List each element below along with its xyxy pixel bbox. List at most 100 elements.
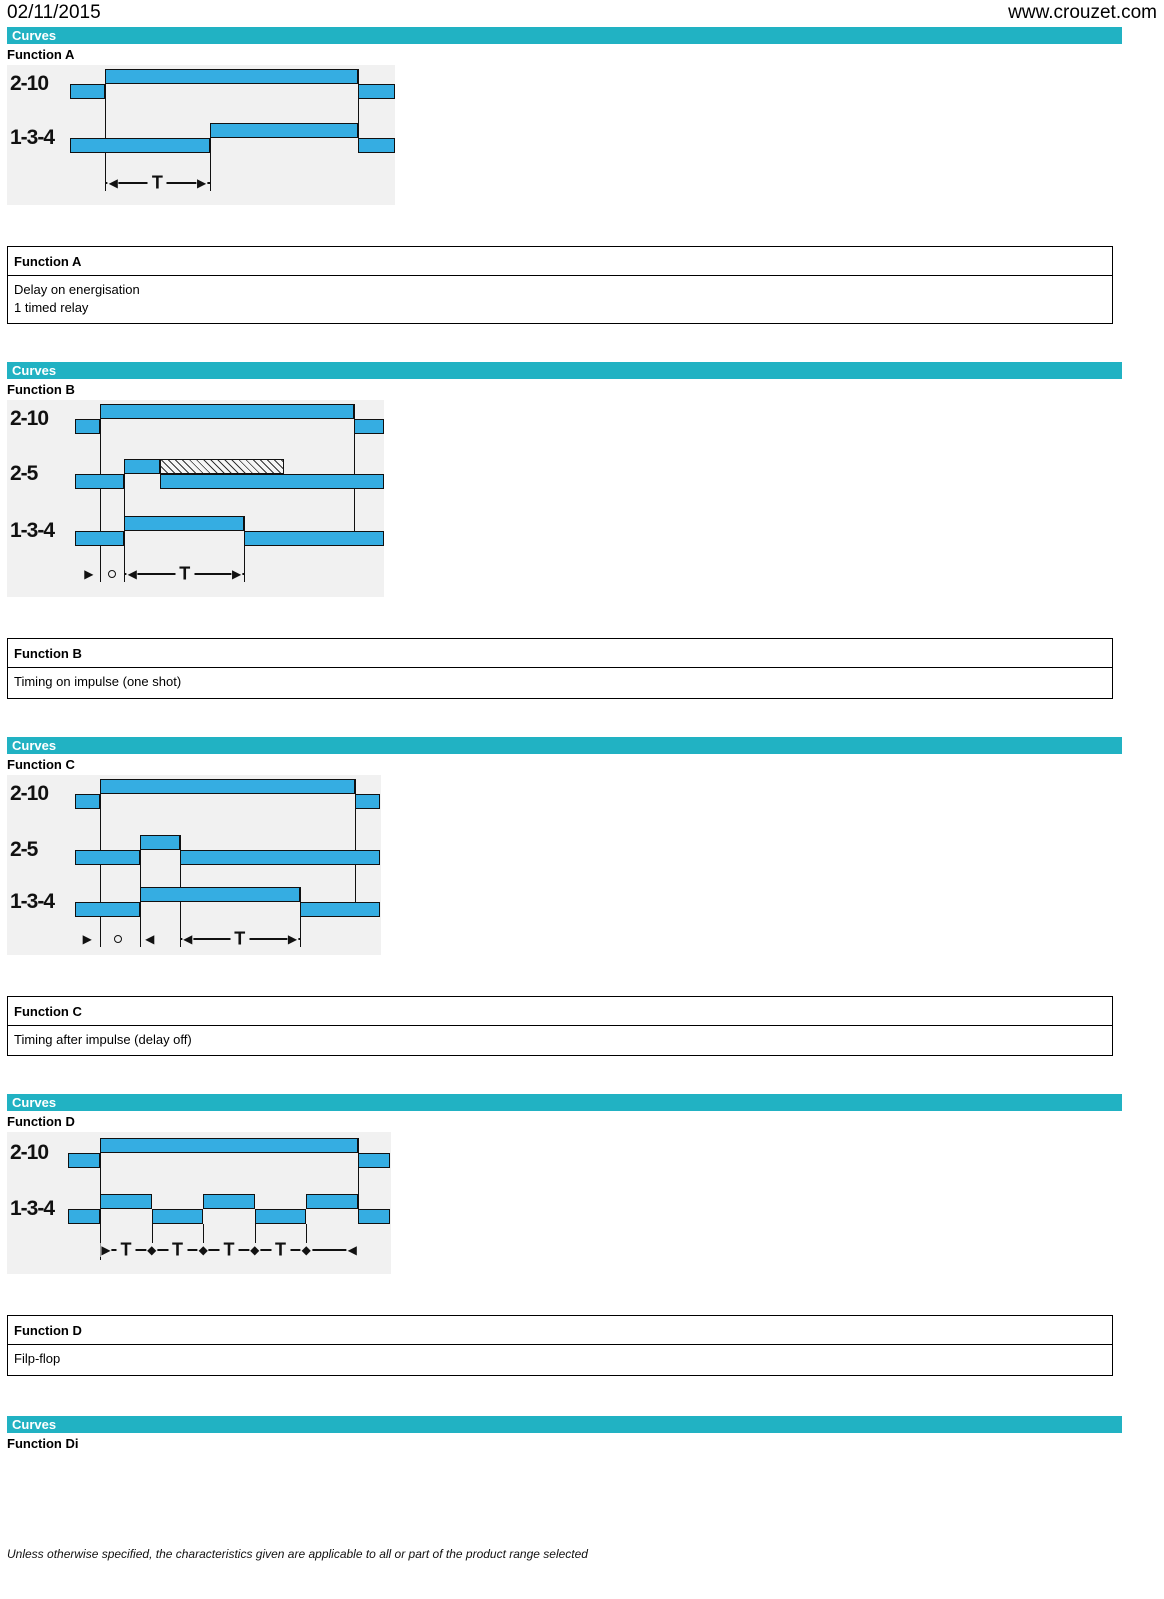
hatch-segment — [159, 459, 285, 475]
marker-arrow-icon: ▶ — [230, 567, 243, 582]
curves-section-a: Curves Function A 2-10 1-3-4 ◀ T ▶ Function … — [0, 27, 1164, 325]
signal-low-segment — [75, 793, 100, 809]
marker-t-label: T — [230, 928, 250, 947]
marker-arrow-icon: ▶ — [81, 931, 93, 946]
page-header: 02/11/2015 www.crouzet.com — [0, 0, 1164, 24]
marker-arrow-icon: ◀ — [182, 931, 194, 946]
function-d-timing-diagram: 2-10 1-3-4 ▶ T ◆ T ◆ T ◆ T ◆ ◀ — [7, 1132, 391, 1275]
curves-banner: Curves — [7, 1094, 1122, 1112]
curves-section-c: Curves Function C 2-10 2-5 1-3-4 ▶ ◀ ◀ T ▶ Func… — [0, 736, 1164, 1057]
function-b-timing-diagram: 2-10 2-5 1-3-4 ▶ ◀ T ▶ — [7, 400, 384, 598]
website-url: www.crouzet.com — [1008, 2, 1157, 23]
curves-banner: Curves — [7, 736, 1122, 754]
function-a-timing-diagram: 2-10 1-3-4 ◀ T ▶ — [7, 65, 395, 205]
signal-low-segment — [75, 419, 100, 435]
signal-high-segment — [124, 459, 160, 475]
event-line — [357, 69, 359, 153]
description-line: Delay on energisation — [14, 282, 140, 297]
function-d-label: Function D — [7, 1114, 75, 1130]
signal-low-segment — [357, 138, 395, 153]
function-table-description: Timing on impulse (one shot) — [8, 668, 1112, 698]
signal-high-segment — [306, 1194, 358, 1210]
marker-diamond-icon: ◆ — [300, 1243, 312, 1258]
function-di-label: Function Di — [7, 1435, 79, 1451]
signal-low-segment — [354, 419, 384, 435]
signal-label: 2-10 — [10, 407, 49, 431]
signal-high-segment — [209, 123, 358, 138]
marker-arrow-icon: ▶ — [83, 567, 95, 582]
signal-high-segment — [140, 886, 301, 902]
event-line — [306, 1224, 308, 1251]
function-b-label: Function B — [7, 382, 75, 398]
footer-note: Unless otherwise specified, the characte… — [7, 1547, 588, 1561]
event-line — [300, 886, 302, 947]
marker-arrow-icon: ▶ — [286, 931, 299, 946]
function-table-description: Timing after impulse (delay off) — [8, 1026, 1112, 1056]
signal-low-segment — [75, 531, 125, 547]
marker-diamond-icon: ◆ — [146, 1243, 158, 1258]
event-line — [244, 516, 246, 583]
function-c-table: Function C Timing after impulse (delay o… — [7, 995, 1113, 1057]
signal-low-segment — [357, 1209, 390, 1225]
signal-low-segment — [159, 474, 384, 490]
description-line: Timing on impulse (one shot) — [14, 674, 182, 690]
event-line — [355, 778, 356, 917]
curves-banner: Curves — [7, 1415, 1122, 1433]
function-table-description: Delay on energisation 1 timed relay — [8, 276, 1112, 323]
signal-label: 2-10 — [10, 781, 49, 805]
event-line — [357, 1138, 359, 1225]
marker-t-label: T — [147, 173, 167, 192]
function-table-title: Function A — [8, 247, 1112, 276]
marker-arrow-icon: ◀ — [126, 567, 138, 582]
marker-t-label: T — [219, 1240, 239, 1259]
signal-high-segment — [100, 1194, 152, 1210]
signal-low-segment — [68, 1153, 101, 1169]
signal-low-segment — [357, 1153, 390, 1169]
function-a-label: Function A — [7, 47, 75, 62]
curves-banner-label: Curves — [12, 28, 57, 43]
signal-label: 2-10 — [10, 1141, 49, 1165]
signal-low-segment — [70, 138, 210, 153]
curves-banner-label: Curves — [12, 1095, 57, 1111]
signal-low-segment — [179, 849, 380, 865]
marker-circle-icon — [108, 570, 117, 579]
signal-label: 2-10 — [10, 72, 49, 95]
marker-arrow-icon: ◀ — [107, 176, 119, 190]
marker-t-label: T — [271, 1240, 290, 1259]
signal-label: 2-5 — [10, 462, 38, 486]
signal-high-segment — [124, 516, 245, 532]
signal-low-segment — [244, 531, 384, 547]
signal-high-segment — [99, 404, 354, 420]
function-a-table: Function A Delay on energisation 1 timed… — [7, 246, 1113, 325]
description-line: Timing after impulse (delay off) — [14, 1031, 192, 1047]
curves-section-d: Curves Function D 2-10 1-3-4 ▶ T ◆ T ◆ T ◆ T ◆ ◀ Fu… — [0, 1094, 1164, 1376]
function-c-timing-diagram: 2-10 2-5 1-3-4 ▶ ◀ ◀ T ▶ — [7, 774, 381, 955]
signal-high-segment — [105, 69, 358, 84]
signal-label: 1-3-4 — [10, 1197, 55, 1221]
signal-low-segment — [151, 1209, 204, 1225]
event-line — [254, 1224, 256, 1251]
function-table-title: Function B — [8, 639, 1112, 669]
signal-low-segment — [300, 901, 380, 917]
signal-label: 1-3-4 — [10, 126, 55, 149]
curves-banner-label: Curves — [12, 363, 57, 379]
signal-low-segment — [254, 1209, 307, 1225]
event-line — [209, 123, 211, 191]
marker-t-label: T — [168, 1240, 187, 1259]
signal-high-segment — [140, 834, 180, 850]
marker-diamond-icon: ◆ — [197, 1243, 209, 1258]
signal-low-segment — [75, 901, 140, 917]
function-d-table: Function D Filp-flop — [7, 1315, 1113, 1376]
curves-banner-label: Curves — [12, 1416, 57, 1432]
signal-low-segment — [357, 84, 395, 99]
curves-section-di: Curves Function Di — [0, 1415, 1164, 1451]
signal-low-segment — [68, 1209, 101, 1225]
event-line — [151, 1224, 153, 1251]
marker-arrow-icon: ◀ — [144, 931, 156, 946]
signal-low-segment — [75, 474, 125, 490]
event-line — [99, 404, 101, 583]
signal-label: 1-3-4 — [10, 519, 55, 543]
curves-banner: Curves — [7, 27, 1122, 44]
curves-section-b: Curves Function B 2-10 2-5 1-3-4 ▶ ◀ T ▶ Funct… — [0, 362, 1164, 699]
